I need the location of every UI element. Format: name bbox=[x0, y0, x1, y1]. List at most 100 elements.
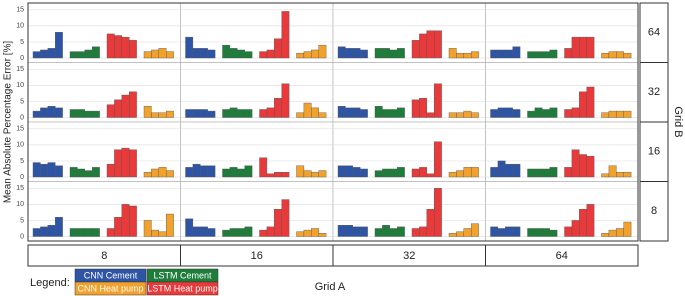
bar bbox=[601, 112, 610, 118]
bar bbox=[229, 48, 238, 59]
bar bbox=[158, 48, 167, 59]
bar bbox=[222, 109, 231, 118]
bar bbox=[311, 107, 319, 118]
bar bbox=[200, 109, 208, 118]
bar bbox=[158, 167, 167, 178]
bar bbox=[318, 44, 327, 59]
bar bbox=[165, 110, 174, 118]
bar bbox=[84, 170, 93, 178]
bar bbox=[311, 49, 319, 59]
bar bbox=[397, 167, 405, 178]
bar bbox=[121, 36, 130, 59]
bar bbox=[192, 163, 201, 178]
bar bbox=[266, 226, 275, 237]
bar bbox=[47, 48, 56, 59]
bar bbox=[296, 165, 305, 178]
bar bbox=[185, 36, 194, 59]
y-tick-label: 5 bbox=[20, 39, 24, 46]
bar bbox=[571, 107, 580, 118]
bar bbox=[616, 110, 624, 118]
bar bbox=[345, 48, 353, 59]
bar bbox=[281, 83, 290, 118]
bar bbox=[490, 167, 499, 178]
bar bbox=[616, 228, 624, 237]
bar bbox=[165, 170, 174, 178]
bar bbox=[397, 48, 405, 59]
bar bbox=[337, 165, 346, 178]
bar bbox=[490, 109, 499, 118]
bar bbox=[318, 170, 327, 178]
bar bbox=[564, 109, 573, 118]
bar bbox=[296, 112, 305, 118]
bar bbox=[143, 171, 152, 178]
bar bbox=[200, 226, 208, 237]
bar bbox=[114, 99, 123, 118]
bar bbox=[527, 110, 536, 118]
bar bbox=[505, 163, 513, 178]
bar bbox=[40, 49, 49, 59]
bar bbox=[121, 147, 130, 178]
y-facet-value: 8 bbox=[651, 205, 657, 217]
bar bbox=[229, 167, 238, 178]
bar bbox=[564, 48, 573, 59]
bar bbox=[32, 51, 41, 59]
x-facet-value: 64 bbox=[556, 250, 568, 262]
y-tick-label: 10 bbox=[16, 82, 24, 89]
bar bbox=[69, 228, 78, 237]
bar bbox=[207, 165, 216, 178]
bar bbox=[623, 221, 632, 237]
bar bbox=[158, 231, 167, 237]
legend-label: LSTM Heat pump bbox=[147, 283, 218, 293]
bar bbox=[222, 44, 231, 59]
bar bbox=[259, 157, 268, 178]
bar bbox=[534, 107, 543, 118]
bar bbox=[222, 229, 231, 237]
y-tick-label: 15 bbox=[16, 7, 24, 14]
bar bbox=[274, 38, 282, 59]
bar bbox=[549, 167, 558, 178]
bar bbox=[389, 168, 398, 178]
bar bbox=[608, 51, 617, 59]
bar bbox=[281, 171, 290, 178]
bar bbox=[91, 46, 100, 59]
bar bbox=[318, 112, 327, 118]
bar bbox=[505, 49, 513, 59]
bar bbox=[549, 49, 558, 59]
x-facet-label: Grid A bbox=[315, 281, 346, 293]
bar bbox=[47, 106, 56, 118]
bar bbox=[40, 226, 49, 237]
facet-strip bbox=[639, 121, 669, 182]
bar bbox=[352, 226, 361, 237]
bar bbox=[55, 107, 63, 118]
bar bbox=[55, 217, 63, 237]
bar bbox=[114, 149, 123, 178]
bar bbox=[411, 40, 420, 59]
bar bbox=[374, 106, 383, 118]
bar bbox=[549, 107, 558, 118]
bar bbox=[84, 49, 93, 59]
bar bbox=[448, 233, 457, 237]
bar bbox=[534, 168, 543, 178]
bar bbox=[303, 229, 312, 237]
bar bbox=[534, 228, 543, 237]
x-facet-value: 32 bbox=[403, 250, 415, 262]
bar bbox=[579, 91, 587, 118]
bar bbox=[185, 218, 194, 237]
bar bbox=[106, 104, 115, 118]
bar bbox=[40, 107, 49, 118]
bar bbox=[266, 107, 275, 118]
y-tick-label: 0 bbox=[20, 174, 24, 181]
y-tick-label: 0 bbox=[20, 114, 24, 121]
bar bbox=[47, 162, 56, 178]
bar bbox=[419, 98, 427, 118]
bar bbox=[471, 51, 479, 59]
bar bbox=[419, 167, 427, 178]
bar bbox=[505, 107, 513, 118]
bar bbox=[616, 171, 624, 178]
bar bbox=[237, 109, 245, 118]
bar bbox=[106, 33, 115, 59]
bar bbox=[456, 112, 464, 118]
bar bbox=[143, 220, 152, 237]
y-tick-label: 0 bbox=[20, 55, 24, 62]
